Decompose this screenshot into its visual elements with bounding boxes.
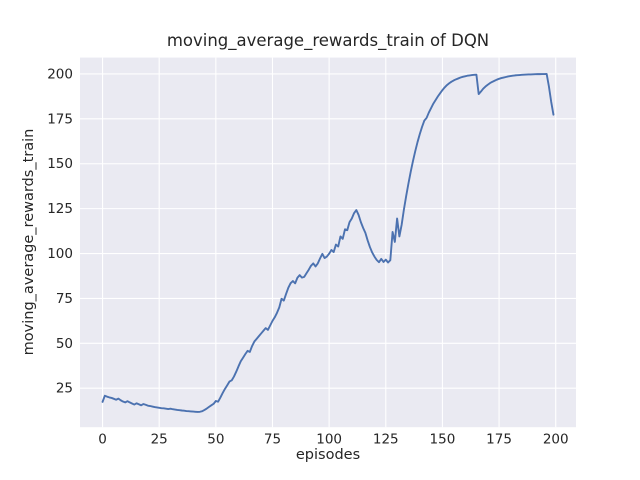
y-tick-label: 75 xyxy=(56,291,73,307)
x-axis-label: episodes xyxy=(295,447,361,463)
x-tick-label: 175 xyxy=(486,432,512,448)
y-tick-label: 125 xyxy=(47,201,73,217)
x-tick-label: 75 xyxy=(264,432,281,448)
x-tick-label: 200 xyxy=(543,432,569,448)
y-tick-label: 100 xyxy=(47,246,73,262)
x-tick-label: 50 xyxy=(207,432,224,448)
plot-area xyxy=(80,57,576,428)
y-tick-label: 50 xyxy=(56,336,73,352)
y-tick-label: 150 xyxy=(47,156,73,172)
x-tick-label: 100 xyxy=(316,432,342,448)
x-tick-label: 125 xyxy=(373,432,399,448)
y-tick-label: 25 xyxy=(56,381,73,397)
reward-line-moving_average_rewards_train xyxy=(101,72,555,413)
y-tick-label: 175 xyxy=(47,111,73,127)
x-tick-label: 25 xyxy=(151,432,168,448)
x-tick-label: 0 xyxy=(98,432,107,448)
x-tick-label: 150 xyxy=(430,432,456,448)
chart-title: moving_average_rewards_train of DQN xyxy=(166,31,490,50)
y-tick-label: 200 xyxy=(47,66,73,82)
